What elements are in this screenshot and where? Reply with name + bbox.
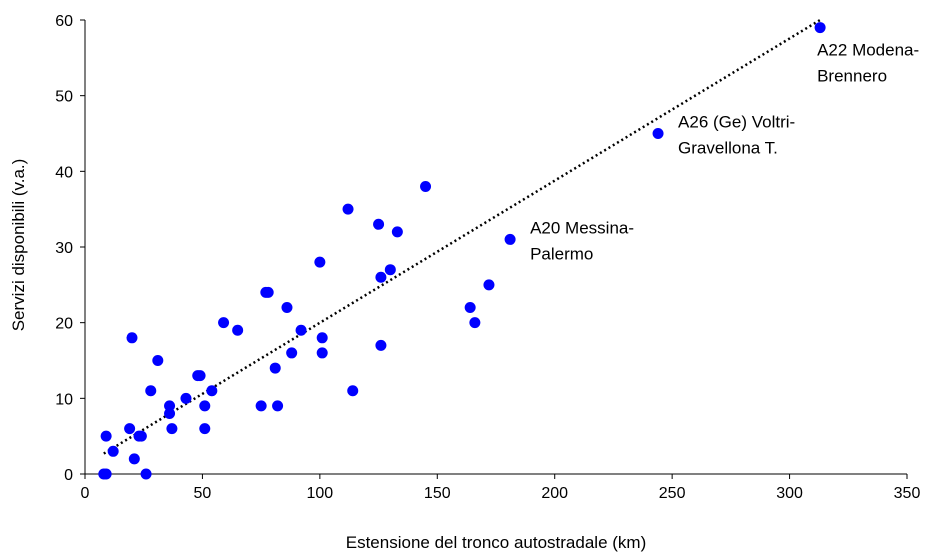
data-point (255, 400, 267, 412)
data-points (98, 22, 826, 480)
data-point (269, 362, 281, 374)
data-point (145, 385, 157, 397)
data-point (140, 468, 152, 480)
data-point (316, 347, 328, 359)
y-tick-label: 40 (55, 164, 73, 181)
data-point (281, 302, 293, 314)
point-annotation-label: Palermo (530, 244, 593, 263)
x-tick-label: 100 (307, 485, 334, 502)
data-point (464, 302, 476, 314)
data-point (504, 233, 516, 245)
data-point (347, 385, 359, 397)
data-point (469, 317, 481, 329)
y-tick-label: 50 (55, 89, 73, 106)
data-point (166, 423, 178, 435)
data-point (126, 332, 138, 344)
y-tick-label: 0 (64, 467, 73, 484)
point-annotation-label: Gravellona T. (678, 139, 778, 158)
y-tick-label: 60 (55, 13, 73, 30)
data-point (272, 400, 284, 412)
data-point (373, 218, 385, 230)
data-point (124, 423, 136, 435)
data-point (652, 128, 664, 139)
data-point (199, 400, 211, 412)
point-annotation-label: Brennero (817, 67, 887, 86)
data-point (391, 226, 403, 238)
data-point (375, 339, 387, 351)
point-annotation-label: A22 Modena- (817, 41, 919, 60)
data-point (420, 180, 432, 192)
x-tick-label: 150 (424, 485, 451, 502)
point-annotations: A20 Messina- Palermo A26 (Ge) Voltri- Grave… (530, 41, 919, 264)
data-point (100, 468, 112, 480)
data-point (342, 203, 354, 215)
x-tick-label: 0 (81, 485, 90, 502)
data-point (100, 430, 112, 442)
data-point (180, 392, 192, 404)
data-point (128, 453, 140, 465)
x-tick-label: 50 (194, 485, 212, 502)
y-tick-label: 30 (55, 240, 73, 257)
data-point (286, 347, 298, 359)
data-point (316, 332, 328, 344)
data-point (199, 423, 211, 435)
data-point (164, 400, 176, 412)
x-tick-label: 250 (659, 485, 686, 502)
data-point (218, 317, 230, 329)
y-tick-label: 20 (55, 316, 73, 333)
x-axis-label: Estensione del tronco autostradale (km) (346, 533, 647, 552)
x-tick-label: 200 (541, 485, 568, 502)
data-point (107, 445, 119, 457)
data-point (164, 407, 176, 419)
data-point (194, 370, 206, 382)
x-tick-label: 350 (894, 485, 921, 502)
data-point (232, 324, 244, 336)
data-point (483, 279, 495, 291)
y-tick-label: 10 (55, 391, 73, 408)
data-point (135, 430, 147, 442)
point-annotation-label: A20 Messina- (530, 218, 634, 237)
data-point (384, 264, 396, 276)
point-annotation-label: A26 (Ge) Voltri- (678, 113, 795, 132)
data-point (152, 355, 164, 366)
data-point (375, 271, 387, 283)
y-axis-ticks: 0 10 20 30 40 50 60 (55, 13, 85, 484)
data-point (814, 22, 826, 34)
data-point (206, 385, 218, 397)
data-point (295, 324, 307, 336)
x-tick-label: 300 (776, 485, 803, 502)
data-point (314, 256, 326, 268)
data-point (262, 286, 274, 298)
y-axis-label: Servizi disponibili (v.a.) (9, 159, 28, 332)
x-axis-ticks: 0 50 100 150 200 250 300 350 (81, 474, 921, 502)
